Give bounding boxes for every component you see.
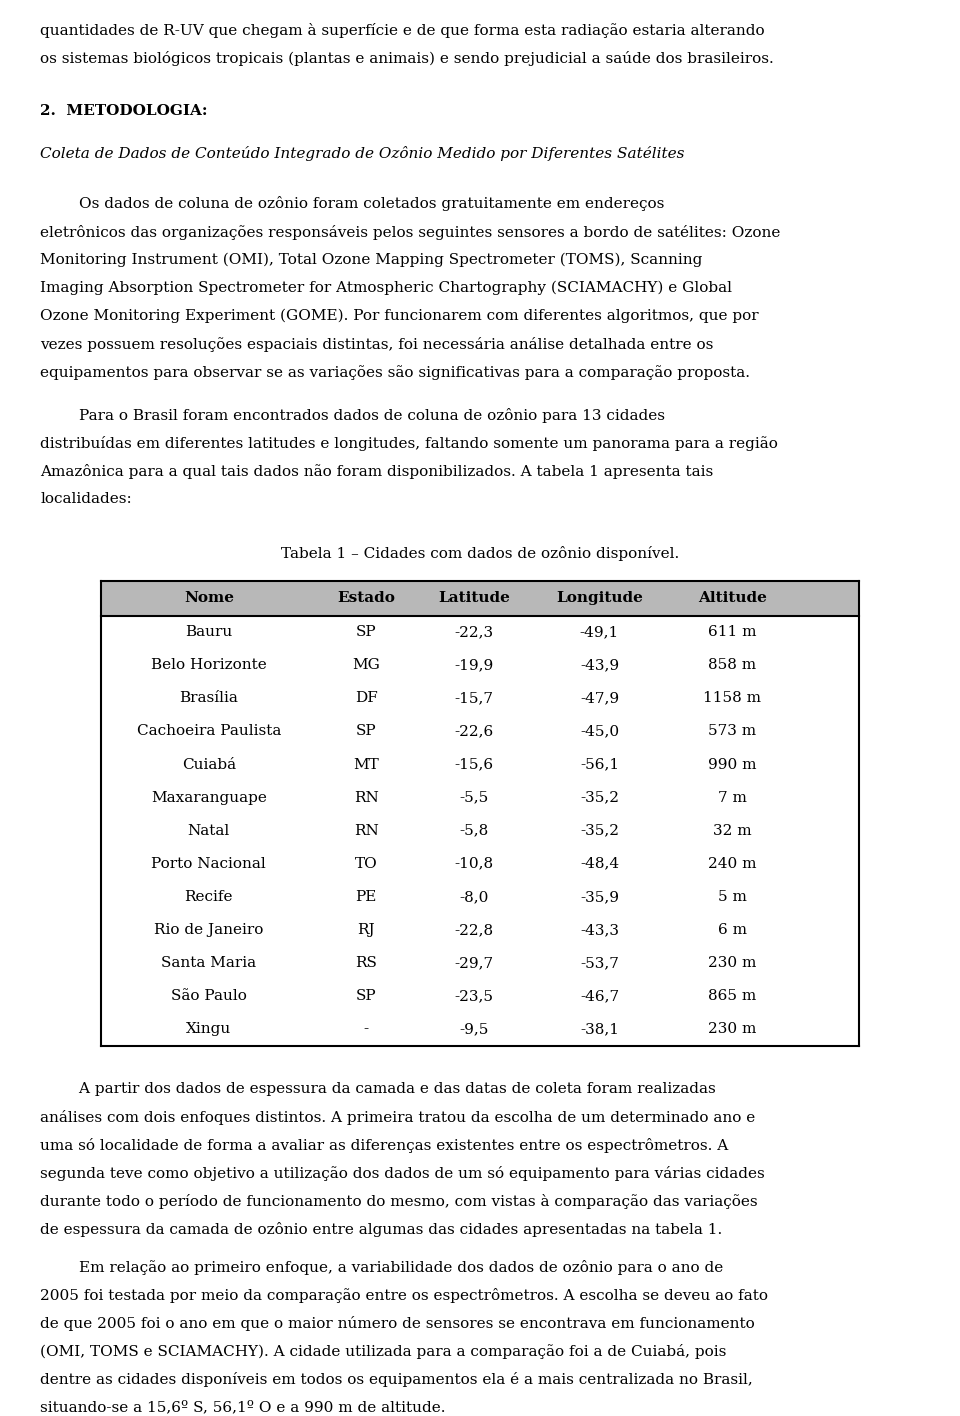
- Text: localidades:: localidades:: [40, 493, 132, 507]
- Text: vezes possuem resoluções espaciais distintas, foi necessária análise detalhada e: vezes possuem resoluções espaciais disti…: [40, 337, 713, 351]
- Text: análises com dois enfoques distintos. A primeira tratou da escolha de um determi: análises com dois enfoques distintos. A …: [40, 1110, 756, 1126]
- Text: -45,0: -45,0: [580, 725, 619, 738]
- Text: Xingu: Xingu: [186, 1022, 231, 1037]
- Text: de que 2005 foi o ano em que o maior número de sensores se encontrava em funcion: de que 2005 foi o ano em que o maior núm…: [40, 1317, 756, 1331]
- Text: -29,7: -29,7: [455, 956, 493, 970]
- Text: Belo Horizonte: Belo Horizonte: [151, 658, 267, 673]
- Text: -23,5: -23,5: [455, 990, 493, 1003]
- Text: Latitude: Latitude: [439, 590, 511, 605]
- Text: eletrônicos das organizações responsáveis pelos seguintes sensores a bordo de sa: eletrônicos das organizações responsávei…: [40, 225, 780, 239]
- Text: -10,8: -10,8: [455, 857, 493, 871]
- Text: Tabela 1 – Cidades com dados de ozônio disponível.: Tabela 1 – Cidades com dados de ozônio d…: [281, 545, 679, 561]
- Text: Santa Maria: Santa Maria: [161, 956, 256, 970]
- Text: Os dados de coluna de ozônio foram coletados gratuitamente em endereços: Os dados de coluna de ozônio foram colet…: [40, 197, 664, 211]
- Text: -8,0: -8,0: [460, 889, 489, 903]
- Text: -35,2: -35,2: [580, 790, 619, 804]
- Text: -48,4: -48,4: [580, 857, 619, 871]
- Text: 2.  METODOLOGIA:: 2. METODOLOGIA:: [40, 103, 207, 118]
- Text: 1158 m: 1158 m: [703, 691, 761, 705]
- Text: 5 m: 5 m: [718, 889, 747, 903]
- Text: Bauru: Bauru: [185, 626, 232, 639]
- Text: -15,7: -15,7: [455, 691, 493, 705]
- Text: -46,7: -46,7: [580, 990, 619, 1003]
- Text: 2005 foi testada por meio da comparação entre os espectrômetros. A escolha se de: 2005 foi testada por meio da comparação …: [40, 1289, 768, 1303]
- Text: Rio de Janeiro: Rio de Janeiro: [155, 923, 264, 937]
- Text: 990 m: 990 m: [708, 758, 756, 772]
- Text: Porto Nacional: Porto Nacional: [152, 857, 266, 871]
- Text: TO: TO: [355, 857, 377, 871]
- Text: São Paulo: São Paulo: [171, 990, 247, 1003]
- Text: 611 m: 611 m: [708, 626, 756, 639]
- Text: 865 m: 865 m: [708, 990, 756, 1003]
- Text: 573 m: 573 m: [708, 725, 756, 738]
- Text: -43,9: -43,9: [580, 658, 619, 673]
- Text: RN: RN: [354, 824, 378, 838]
- Text: Coleta de Dados de Conteúdo Integrado de Ozônio Medido por Diferentes Satélites: Coleta de Dados de Conteúdo Integrado de…: [40, 146, 684, 161]
- Text: Monitoring Instrument (OMI), Total Ozone Mapping Spectrometer (TOMS), Scanning: Monitoring Instrument (OMI), Total Ozone…: [40, 252, 703, 268]
- Text: -35,9: -35,9: [580, 889, 619, 903]
- Text: uma só localidade de forma a avaliar as diferenças existentes entre os espectrôm: uma só localidade de forma a avaliar as …: [40, 1138, 729, 1153]
- Text: SP: SP: [356, 725, 376, 738]
- Text: -49,1: -49,1: [580, 626, 619, 639]
- Text: Cachoeira Paulista: Cachoeira Paulista: [136, 725, 281, 738]
- Text: 32 m: 32 m: [713, 824, 752, 838]
- Text: Longitude: Longitude: [556, 590, 643, 605]
- Text: (OMI, TOMS e SCIAMACHY). A cidade utilizada para a comparação foi a de Cuiabá, p: (OMI, TOMS e SCIAMACHY). A cidade utiliz…: [40, 1344, 727, 1359]
- Text: -: -: [364, 1022, 369, 1037]
- Text: Cuiabá: Cuiabá: [181, 758, 236, 772]
- Text: 230 m: 230 m: [708, 956, 756, 970]
- Text: -15,6: -15,6: [455, 758, 493, 772]
- Text: Altitude: Altitude: [698, 590, 767, 605]
- Text: Maxaranguape: Maxaranguape: [151, 790, 267, 804]
- Text: quantidades de R-UV que chegam à superfície e de que forma esta radiação estaria: quantidades de R-UV que chegam à superfí…: [40, 23, 765, 38]
- Text: Nome: Nome: [184, 590, 234, 605]
- Text: -22,6: -22,6: [455, 725, 494, 738]
- Text: -5,5: -5,5: [460, 790, 489, 804]
- Text: -38,1: -38,1: [580, 1022, 619, 1037]
- Text: -43,3: -43,3: [580, 923, 619, 937]
- Text: RS: RS: [355, 956, 377, 970]
- Text: de espessura da camada de ozônio entre algumas das cidades apresentadas na tabel: de espessura da camada de ozônio entre a…: [40, 1222, 723, 1238]
- Text: A partir dos dados de espessura da camada e das datas de coleta foram realizadas: A partir dos dados de espessura da camad…: [40, 1082, 716, 1096]
- Text: -9,5: -9,5: [460, 1022, 489, 1037]
- Text: -53,7: -53,7: [580, 956, 619, 970]
- Text: RJ: RJ: [357, 923, 375, 937]
- Text: Natal: Natal: [188, 824, 230, 838]
- Text: 6 m: 6 m: [718, 923, 747, 937]
- Text: os sistemas biológicos tropicais (plantas e animais) e sendo prejudicial a saúde: os sistemas biológicos tropicais (planta…: [40, 51, 774, 65]
- Bar: [101, 581, 859, 616]
- Text: -56,1: -56,1: [580, 758, 619, 772]
- Text: 858 m: 858 m: [708, 658, 756, 673]
- Text: durante todo o período de funcionamento do mesmo, com vistas à comparação das va: durante todo o período de funcionamento …: [40, 1194, 758, 1209]
- Text: -5,8: -5,8: [460, 824, 489, 838]
- Text: -22,8: -22,8: [455, 923, 493, 937]
- Text: distribuídas em diferentes latitudes e longitudes, faltando somente um panorama : distribuídas em diferentes latitudes e l…: [40, 436, 779, 452]
- Text: 7 m: 7 m: [718, 790, 747, 804]
- Text: -22,3: -22,3: [455, 626, 493, 639]
- Text: MG: MG: [352, 658, 380, 673]
- Text: MT: MT: [353, 758, 379, 772]
- Text: -19,9: -19,9: [455, 658, 494, 673]
- Text: Amazônica para a qual tais dados não foram disponibilizados. A tabela 1 apresent: Amazônica para a qual tais dados não for…: [40, 464, 713, 479]
- Text: equipamentos para observar se as variações são significativas para a comparação : equipamentos para observar se as variaçõ…: [40, 365, 751, 379]
- Text: -35,2: -35,2: [580, 824, 619, 838]
- Text: -47,9: -47,9: [580, 691, 619, 705]
- Text: Brasília: Brasília: [180, 691, 238, 705]
- Text: DF: DF: [355, 691, 377, 705]
- Text: 240 m: 240 m: [708, 857, 756, 871]
- Text: RN: RN: [354, 790, 378, 804]
- Text: SP: SP: [356, 990, 376, 1003]
- Text: Recife: Recife: [184, 889, 233, 903]
- Text: situando-se a 15,6º S, 56,1º O e a 990 m de altitude.: situando-se a 15,6º S, 56,1º O e a 990 m…: [40, 1400, 445, 1415]
- Text: dentre as cidades disponíveis em todos os equipamentos ela é a mais centralizada: dentre as cidades disponíveis em todos o…: [40, 1372, 753, 1388]
- Text: Estado: Estado: [337, 590, 396, 605]
- Text: Em relação ao primeiro enfoque, a variabilidade dos dados de ozônio para o ano d: Em relação ao primeiro enfoque, a variab…: [40, 1260, 724, 1276]
- Text: 230 m: 230 m: [708, 1022, 756, 1037]
- Text: SP: SP: [356, 626, 376, 639]
- Text: Imaging Absorption Spectrometer for Atmospheric Chartography (SCIAMACHY) e Globa: Imaging Absorption Spectrometer for Atmo…: [40, 280, 732, 295]
- Text: Para o Brasil foram encontrados dados de coluna de ozônio para 13 cidades: Para o Brasil foram encontrados dados de…: [40, 408, 665, 423]
- Text: Ozone Monitoring Experiment (GOME). Por funcionarem com diferentes algoritmos, q: Ozone Monitoring Experiment (GOME). Por …: [40, 309, 759, 323]
- Text: segunda teve como objetivo a utilização dos dados de um só equipamento para vári: segunda teve como objetivo a utilização …: [40, 1167, 765, 1181]
- Text: PE: PE: [355, 889, 377, 903]
